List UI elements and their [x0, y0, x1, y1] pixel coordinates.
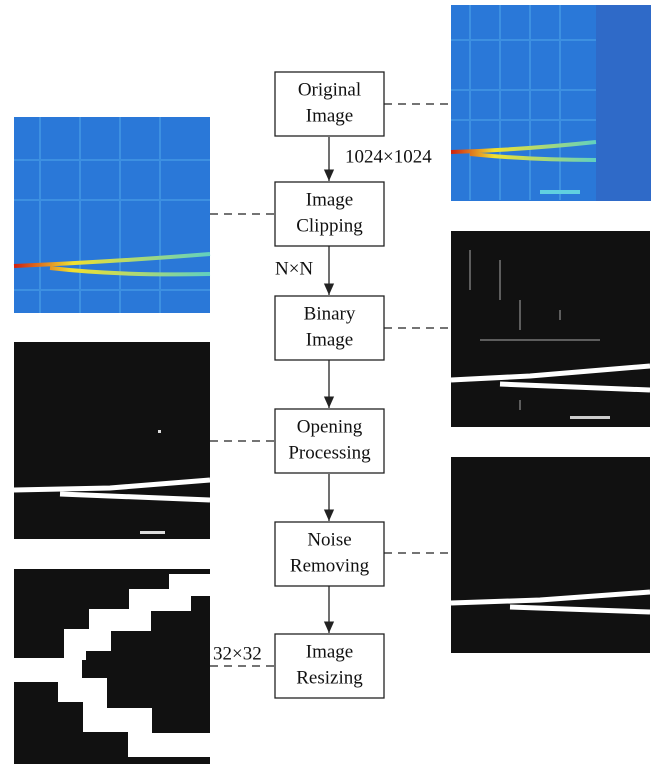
- node-label: Removing: [290, 555, 370, 576]
- node-label: Noise: [307, 529, 351, 550]
- diagram: 1024×1024 N×N 32×32 Original Image Image Cl…: [0, 0, 658, 764]
- node-label: Processing: [288, 442, 371, 463]
- edge-label: 1024×1024: [345, 146, 432, 167]
- node-label: Image: [306, 105, 353, 126]
- resized-image: [14, 569, 210, 764]
- node-label: Image: [306, 641, 353, 662]
- edge-label: 32×32: [213, 643, 262, 664]
- node-label: Binary: [304, 303, 356, 324]
- opening-image: [14, 342, 210, 539]
- clipped-image: [14, 117, 210, 313]
- node-label: Opening: [297, 416, 363, 437]
- node-label: Original: [298, 79, 361, 100]
- binary-image: [451, 231, 650, 427]
- original-image: [451, 5, 651, 201]
- noise-removed-image: [451, 457, 650, 653]
- node-label: Clipping: [296, 215, 363, 236]
- node-label: Image: [306, 189, 353, 210]
- node-label: Resizing: [296, 667, 363, 688]
- node-label: Image: [306, 329, 353, 350]
- edge-label: N×N: [275, 258, 313, 279]
